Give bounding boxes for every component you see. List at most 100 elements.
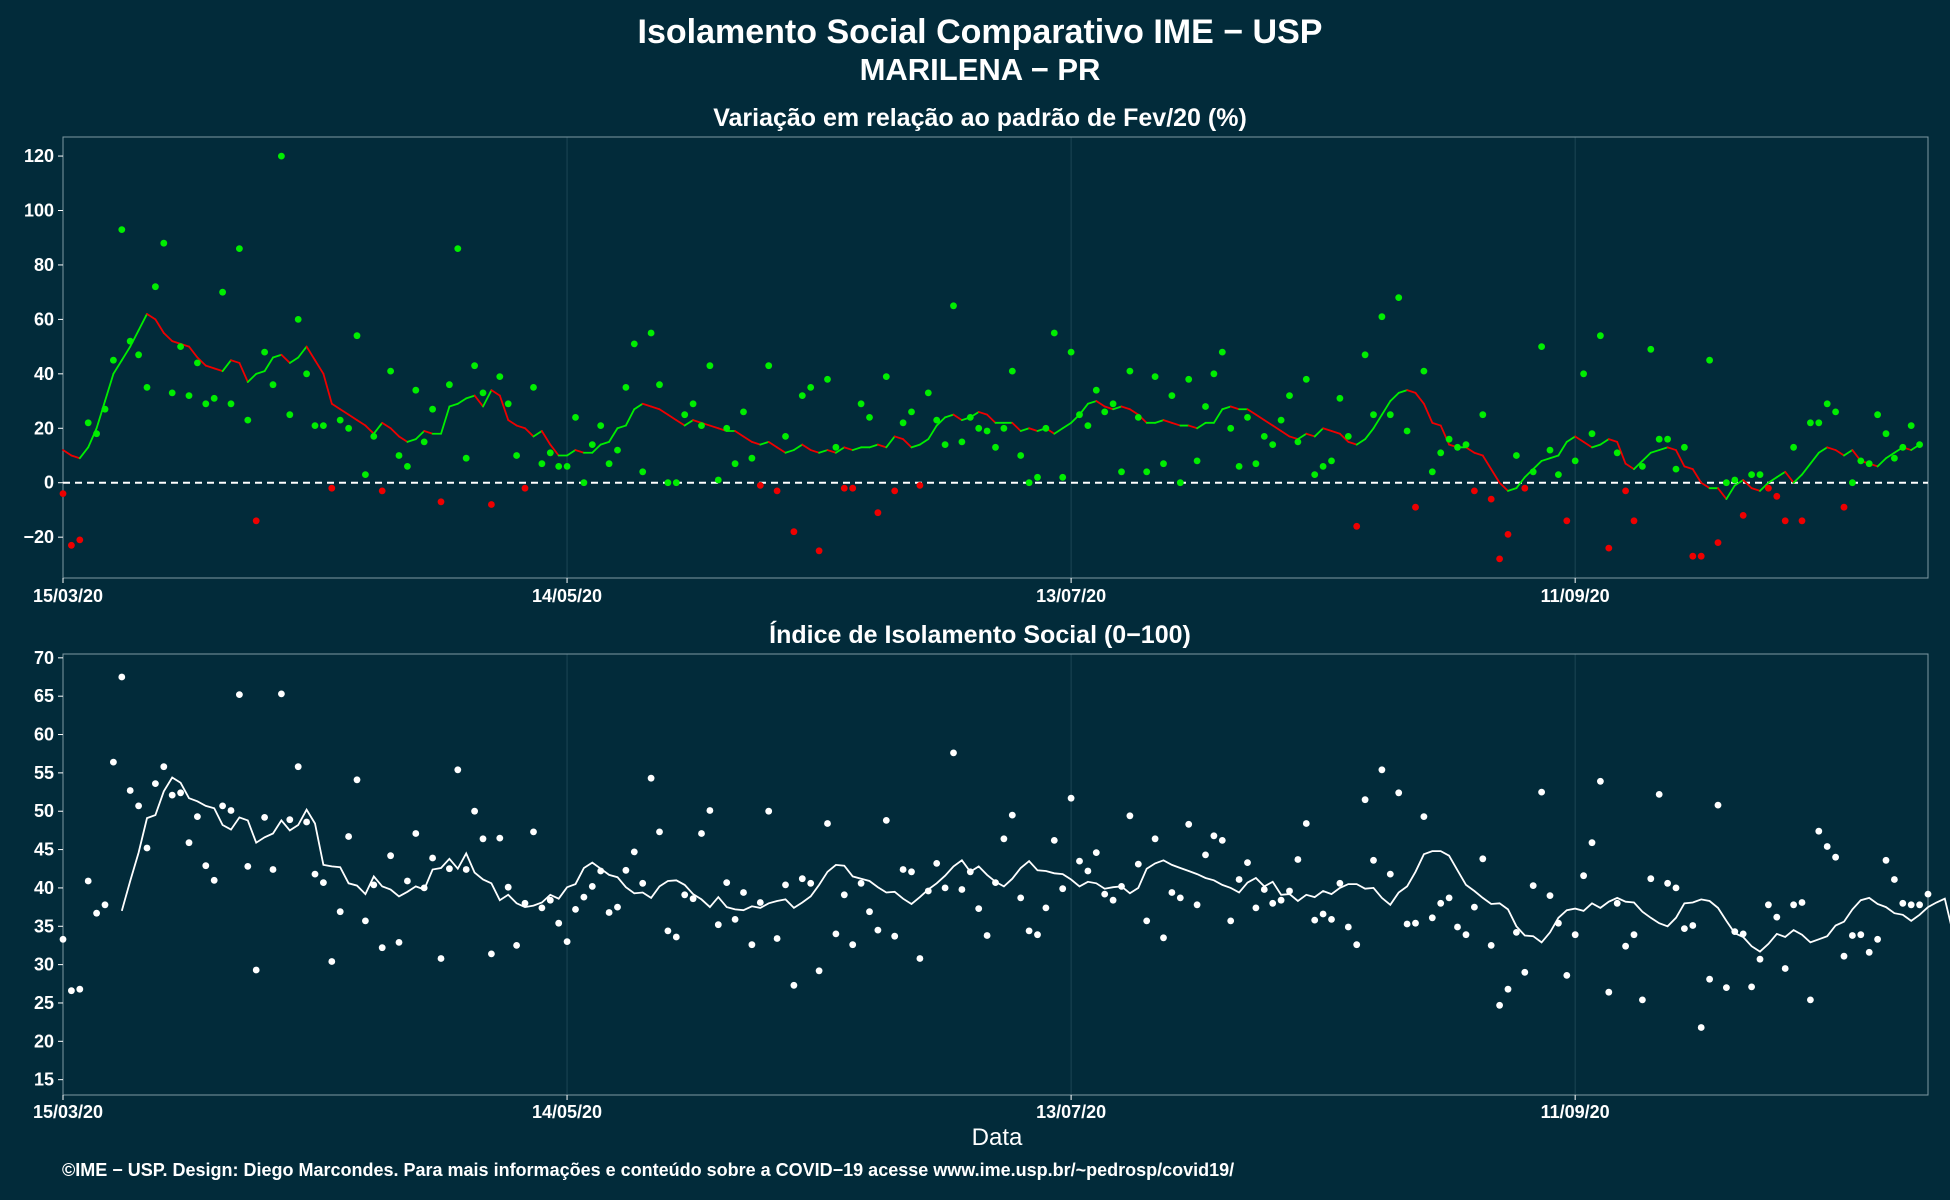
index-point — [395, 939, 403, 946]
variation-point — [1479, 411, 1487, 419]
moving-average-segment — [549, 443, 560, 457]
moving-average-segment — [1565, 435, 1577, 443]
moving-average-segment — [1784, 470, 1795, 484]
variation-point — [395, 452, 403, 459]
bottom-y-tick-label: 50 — [34, 801, 54, 821]
moving-average-segment — [1389, 391, 1400, 402]
moving-average-segment — [288, 356, 300, 364]
variation-point — [101, 405, 109, 413]
variation-point — [1655, 435, 1663, 443]
variation-point — [420, 438, 428, 446]
index-point — [454, 766, 462, 774]
index-point — [1059, 885, 1067, 893]
index-point — [1630, 931, 1638, 939]
variation-point — [513, 452, 520, 459]
index-point — [1428, 914, 1436, 922]
index-point — [647, 774, 655, 782]
moving-average-segment — [1263, 419, 1274, 427]
variation-point — [1118, 468, 1125, 476]
index-point — [1664, 879, 1671, 887]
variation-point — [93, 430, 100, 438]
variation-point — [177, 343, 185, 350]
variation-point — [832, 443, 840, 451]
moving-average-segment — [1381, 400, 1392, 416]
variation-point — [521, 484, 529, 492]
moving-average-segment — [692, 419, 703, 424]
index-point — [68, 987, 75, 995]
index-point — [1891, 876, 1898, 883]
index-point — [1008, 811, 1016, 819]
variation-point — [1269, 441, 1277, 448]
moving-average-segment — [927, 424, 938, 441]
moving-average-segment — [1742, 479, 1753, 490]
variation-point — [1420, 367, 1428, 375]
moving-average-segment — [1616, 440, 1627, 465]
variation-point — [1260, 433, 1268, 440]
top-y-tick-label: 80 — [34, 255, 54, 275]
moving-average-segment — [62, 449, 73, 457]
index-point — [59, 935, 67, 943]
moving-average-segment — [1792, 473, 1803, 484]
bottom-y-tick-label: 15 — [34, 1070, 54, 1090]
variation-point — [252, 517, 260, 525]
isolation-index-chart: 15 20 25 30 35 40 45 50 55 60 65 70 15/03/20 14/05/20… — [33, 648, 1950, 1122]
variation-point — [689, 400, 697, 408]
index-point — [1302, 820, 1310, 827]
index-point — [572, 906, 579, 913]
index-point — [1639, 996, 1646, 1004]
variation-point — [899, 419, 907, 427]
moving-average-segment — [162, 332, 174, 343]
bottom-y-tick-label: 25 — [34, 993, 54, 1013]
index-point — [1748, 983, 1755, 991]
variation-point — [462, 454, 470, 462]
index-point — [1487, 942, 1495, 949]
variation-point — [1462, 441, 1470, 448]
variation-point — [891, 487, 899, 495]
moving-average-segment — [1103, 405, 1115, 411]
index-point — [219, 802, 227, 810]
moving-average-segment — [944, 413, 955, 419]
variation-point — [370, 433, 378, 440]
index-point — [387, 852, 394, 860]
index-point — [143, 844, 151, 852]
moving-average-segment — [171, 340, 182, 345]
variation-point — [1773, 492, 1781, 500]
moving-average-segment — [1666, 446, 1677, 451]
index-point — [1017, 894, 1025, 902]
variation-point — [1513, 452, 1520, 459]
moving-average-segment — [910, 443, 921, 449]
variation-point — [1168, 392, 1176, 399]
bottom-y-tick-label: 35 — [34, 916, 54, 936]
index-point — [790, 981, 798, 989]
index-point — [1857, 931, 1865, 939]
index-point — [1865, 948, 1873, 956]
index-point — [950, 749, 957, 757]
index-point — [404, 877, 411, 885]
variation-point — [1134, 414, 1142, 421]
index-point — [899, 866, 907, 873]
variation-point — [815, 547, 823, 555]
variation-point — [614, 446, 621, 454]
index-point — [1344, 923, 1352, 931]
moving-average-segment — [1607, 438, 1619, 443]
bottom-y-tick-label: 65 — [34, 686, 54, 706]
index-point — [1605, 988, 1613, 996]
moving-average-segment — [591, 443, 602, 454]
variation-point — [160, 239, 168, 247]
variation-point — [950, 302, 957, 310]
moving-average-segment — [1112, 405, 1123, 411]
variation-point — [1521, 484, 1529, 492]
index-point — [1513, 929, 1520, 936]
moving-average-segment — [1801, 462, 1812, 476]
moving-average-segment — [675, 419, 686, 427]
moving-average-segment — [1364, 427, 1375, 441]
variation-point — [1277, 416, 1285, 424]
index-point — [958, 886, 966, 893]
index-point — [202, 862, 210, 870]
moving-average-segment — [1717, 487, 1728, 500]
variation-point — [1202, 403, 1209, 410]
index-point — [1538, 788, 1545, 796]
index-point — [1529, 882, 1537, 889]
variation-point — [1101, 408, 1109, 416]
index-point — [1781, 965, 1789, 972]
